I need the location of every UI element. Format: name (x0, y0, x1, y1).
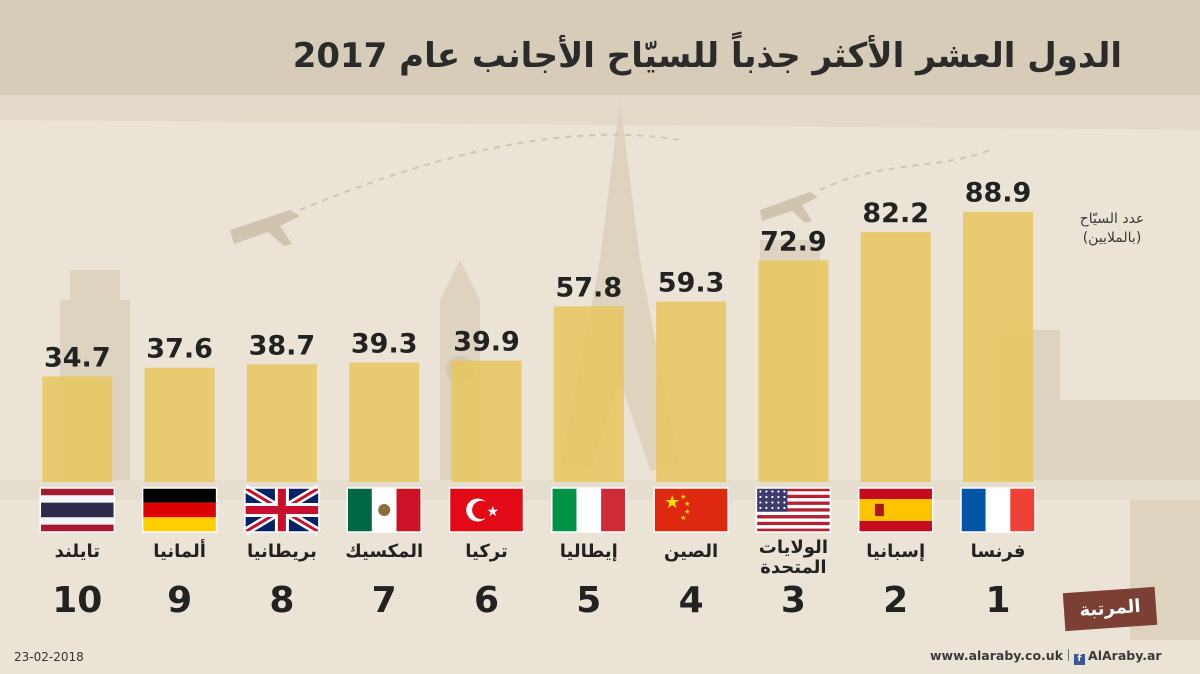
turkey-flag: ★ (448, 487, 525, 533)
value-label: 34.7 (44, 343, 111, 374)
rank-number: 8 (269, 580, 295, 621)
germany-flag (141, 487, 218, 533)
rank-number: 7 (371, 580, 397, 621)
spain-flag (857, 487, 934, 533)
unit-label-line2: (بالملايين) (1082, 230, 1142, 246)
country-name-line: الصين (663, 541, 719, 562)
value-label: 39.3 (351, 329, 418, 360)
usa-flag (755, 487, 832, 533)
rank-number: 3 (780, 580, 806, 621)
country-name-line: تايلند (54, 541, 100, 562)
svg-text:★: ★ (680, 514, 686, 522)
rank-number: 2 (883, 580, 909, 621)
bar (349, 362, 420, 482)
rank-number: 10 (52, 580, 103, 621)
uk-flag (242, 484, 321, 536)
bar (553, 306, 624, 482)
value-label: 38.7 (249, 330, 316, 361)
svg-text:★: ★ (684, 508, 690, 516)
country-name-line: المتحدة (760, 557, 827, 578)
rank-number: 9 (167, 580, 193, 621)
svg-text:★: ★ (680, 493, 686, 501)
bar (42, 376, 113, 482)
china-flag: ★ ★★★★ (653, 487, 729, 533)
country-name: إيطاليا (534, 542, 644, 562)
value-label: 37.6 (146, 334, 213, 365)
italy-flag (551, 487, 627, 533)
rank-number: 5 (576, 580, 602, 621)
mexico-flag (346, 487, 422, 533)
date-label: 23-02-2018 (14, 650, 84, 664)
country-name-line: إيطاليا (559, 541, 618, 562)
rank-number: 4 (678, 580, 704, 621)
thailand-flag (39, 487, 116, 533)
svg-text:★: ★ (684, 500, 690, 508)
country-name-line: فرنسا (970, 541, 1026, 562)
country-name-line: إسبانيا (866, 541, 926, 562)
value-label: 57.8 (555, 272, 622, 303)
rank-label: المرتبة (1062, 586, 1158, 632)
bar (656, 301, 727, 482)
country-name: بريطانيا (227, 542, 337, 562)
unit-label: عدد السيّاح (بالملايين) (1062, 210, 1162, 248)
svg-text:★: ★ (664, 492, 680, 513)
country-name-line: الولايات (758, 537, 828, 558)
footer-social: AlAraby.ar (1088, 648, 1162, 663)
bar (246, 364, 317, 482)
value-label: 72.9 (760, 226, 827, 257)
country-name-line: ألمانيا (153, 541, 206, 562)
country-name: ألمانيا (125, 542, 235, 562)
country-name: تركيا (432, 542, 542, 562)
bar (860, 232, 931, 482)
value-label: 39.9 (453, 327, 520, 358)
country-name: إسبانيا (841, 542, 951, 562)
footer-credits: www.alaraby.co.uk f AlAraby.ar (930, 648, 1162, 665)
footer-site: www.alaraby.co.uk (930, 648, 1064, 663)
value-label: 59.3 (658, 268, 725, 299)
rank-number: 1 (985, 580, 1011, 621)
bar (758, 260, 829, 482)
country-name-line: المكسيك (345, 541, 424, 562)
bar (144, 367, 215, 482)
bar (963, 211, 1033, 482)
country-name: تايلند (22, 542, 132, 562)
bar (451, 360, 522, 482)
value-label: 88.9 (965, 178, 1032, 209)
country-name: المكسيك (329, 542, 439, 562)
country-name-line: تركيا (465, 541, 508, 562)
country-name: الصين (636, 542, 746, 562)
country-name-line: بريطانيا (246, 541, 317, 562)
france-flag (960, 487, 1036, 533)
rank-number: 6 (473, 580, 500, 621)
country-name: فرنسا (943, 542, 1053, 562)
footer-divider (1068, 649, 1070, 661)
value-label: 82.2 (862, 198, 929, 229)
chart-title: الدول العشر الأكثر جذباً للسيّاح الأجانب… (292, 36, 1122, 76)
svg-text:★: ★ (487, 504, 500, 520)
country-name: الولايات المتحدة (738, 538, 848, 578)
unit-label-line1: عدد السيّاح (1079, 211, 1145, 227)
facebook-icon: f (1074, 654, 1086, 665)
